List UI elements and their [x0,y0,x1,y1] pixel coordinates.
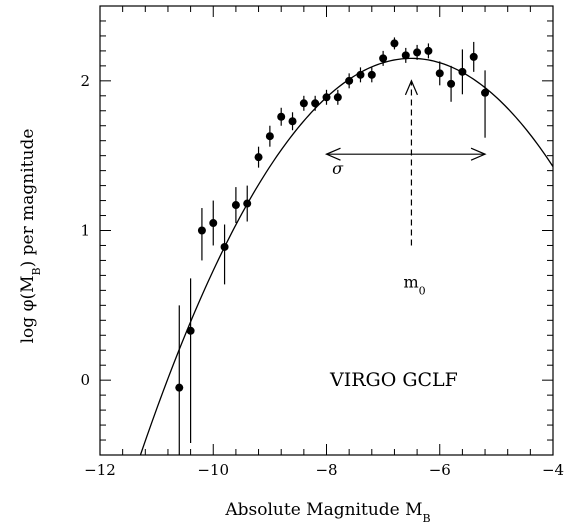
x-tick-label: −12 [84,461,116,479]
data-point [265,132,274,141]
data-point [379,54,388,63]
data-point [299,99,308,108]
data-point [277,112,286,121]
x-axis-label-sub: B [423,512,431,524]
data-point [220,242,229,251]
data-point [175,383,184,392]
data-point [356,70,365,79]
data-point [424,46,433,55]
data-point [243,199,252,208]
data-point [209,219,218,228]
tick-labels: −12 −10 −8 −6 −4 0 1 2 [80,72,564,479]
m0-label-main: m [403,272,418,291]
x-tick-label: −8 [315,461,337,479]
data-point [345,76,354,85]
annotations: σ m0 [324,79,487,297]
sigma-arrow-head-right [470,147,487,161]
m0-label: m0 [403,272,425,297]
y-axis-label-prefix: log φ(M [18,275,38,343]
data-point [481,88,490,97]
data-point [469,52,478,61]
y-axis-label-sub: B [30,267,43,275]
chart-title: VIRGO GCLF [329,369,458,391]
m0-arrow-head [404,79,418,96]
sigma-label: σ [332,159,344,178]
data-point [447,79,456,88]
y-tick-label: 1 [80,222,90,240]
data-point [413,48,422,57]
data-point [401,51,410,60]
data-point [186,326,195,335]
fit-curve [139,57,553,455]
x-axis-label-main: Absolute Magnitude M [224,500,422,520]
x-tick-label: −10 [197,461,229,479]
data-point [288,117,297,126]
y-tick-label: 0 [80,371,90,389]
sigma-arrow-head-left [324,147,341,161]
data-point [367,70,376,79]
y-tick-label: 2 [80,72,90,90]
data-point [322,93,331,102]
data-point [197,226,206,235]
data-point [311,99,320,108]
data-points [175,37,490,455]
data-point [435,69,444,78]
x-tick-label: −6 [429,461,451,479]
axis-ticks [99,5,554,456]
y-axis-label: log φ(MB) per magnitude [18,129,43,344]
data-point [458,67,467,76]
x-axis-label: Absolute Magnitude MB [224,500,430,524]
y-axis-label-suffix: ) per magnitude [18,129,38,268]
x-tick-label: −4 [542,461,564,479]
data-point [333,93,342,102]
data-point [390,39,399,48]
data-point [254,153,263,162]
data-point [231,201,240,210]
m0-label-sub: 0 [419,284,426,297]
